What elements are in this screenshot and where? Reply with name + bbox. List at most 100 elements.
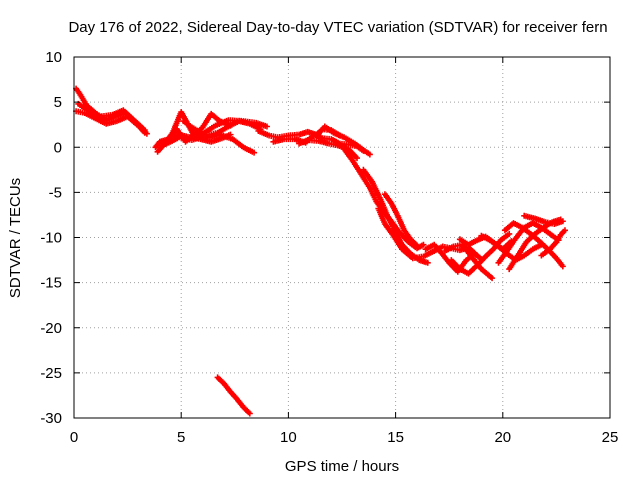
data-point-segment	[506, 254, 520, 273]
data-point-segment	[381, 191, 394, 205]
data-point-segment	[351, 140, 365, 152]
data-point	[251, 149, 258, 156]
data-point-segment	[229, 136, 245, 150]
data-point-segment	[441, 244, 455, 254]
data-point-segment	[131, 117, 147, 132]
data-point-segment	[399, 246, 415, 260]
data-point-segment	[484, 271, 494, 280]
data-point	[559, 218, 566, 225]
data-point	[246, 410, 253, 417]
data-point	[366, 151, 373, 158]
y-tick-label: 10	[45, 49, 62, 66]
data-point	[420, 241, 427, 248]
x-axis-label: GPS time / hours	[285, 458, 399, 475]
y-tick-label: -15	[40, 275, 62, 292]
x-tick-label: 15	[387, 429, 404, 446]
data-point-segment	[208, 110, 222, 123]
data-point-segment	[431, 241, 445, 256]
data-point-segment	[390, 232, 404, 251]
data-point-segment	[510, 220, 524, 230]
data-point-segment	[474, 255, 488, 269]
data-point-segment	[92, 115, 108, 126]
x-tick-label: 10	[280, 429, 297, 446]
data-point-segment	[538, 247, 552, 259]
x-tick-label: 20	[494, 429, 511, 446]
data-point-segment	[495, 249, 509, 266]
x-tick-label: 5	[177, 429, 185, 446]
data-point-segment	[448, 257, 462, 271]
data-point-segment	[514, 240, 529, 259]
data-point-segment	[221, 380, 233, 394]
data-point-segment	[497, 232, 511, 244]
data-point-segment	[557, 228, 567, 238]
data-point-segment	[521, 247, 535, 259]
data-point-segment	[384, 211, 396, 230]
data-point-segment	[152, 140, 162, 151]
data-point	[506, 230, 513, 237]
data-point-segment	[523, 232, 537, 245]
data-point-segment	[366, 184, 379, 203]
y-tick-label: -20	[40, 320, 62, 337]
data-point-segment	[83, 106, 101, 119]
data-point	[489, 275, 496, 282]
data-point	[141, 127, 148, 134]
data-point-segment	[465, 263, 479, 277]
data-point-segment	[553, 233, 563, 245]
data-point-segment	[81, 110, 97, 121]
data-point-segment	[341, 146, 355, 163]
data-point-segment	[349, 157, 364, 176]
y-tick-label: 5	[54, 94, 62, 111]
data-point-segment	[240, 144, 256, 155]
data-point	[424, 259, 431, 266]
data-point-segment	[341, 134, 357, 146]
data-point-segment	[532, 225, 545, 237]
data-point-segment	[75, 100, 89, 112]
data-point-segment	[396, 230, 410, 244]
data-point-segment	[501, 221, 516, 234]
data-point	[559, 263, 566, 270]
data-point-segment	[529, 242, 543, 253]
data-point-segment	[553, 255, 565, 268]
data-point-segment	[381, 221, 396, 237]
data-point-segment	[180, 118, 194, 130]
data-point-segment	[465, 238, 479, 248]
data-point-segment	[486, 237, 500, 249]
data-point	[354, 155, 361, 162]
data-point-segment	[120, 107, 136, 122]
y-axis-label: SDTVAR / TECUs	[7, 178, 24, 298]
data-point-segment	[471, 250, 483, 261]
data-point-segment	[199, 123, 217, 137]
data-point-segment	[313, 125, 327, 140]
data-point-segment	[360, 166, 374, 183]
x-tick-label: 0	[70, 429, 78, 446]
y-tick-label: -25	[40, 365, 62, 382]
data-point	[263, 123, 270, 130]
data-point-segment	[240, 404, 252, 416]
data-point-segment	[233, 396, 246, 409]
data-point-segment	[358, 171, 372, 190]
data-point-segment	[77, 91, 89, 107]
data-marks	[73, 85, 568, 417]
data-point-segment	[321, 123, 335, 135]
axis-ticks: 0 5 10 15 20 25 -30 -25 -20 -15 -10 -5 0 5 10	[40, 49, 618, 446]
data-point-segment	[439, 251, 451, 265]
y-tick-label: -10	[40, 230, 62, 247]
data-point-segment	[214, 374, 226, 386]
data-point-segment	[459, 241, 475, 260]
data-point-segment	[388, 200, 400, 217]
data-point-segment	[369, 178, 383, 201]
data-point-segment	[482, 246, 496, 260]
data-point-segment	[456, 236, 470, 247]
data-point-segment	[360, 147, 372, 157]
data-point-segment	[420, 248, 436, 260]
data-point-segment	[478, 266, 490, 277]
y-tick-label: -5	[49, 184, 62, 201]
data-point-segment	[399, 241, 413, 256]
chart-title: Day 176 of 2022, Sidereal Day-to-day VTE…	[68, 19, 607, 36]
data-point-segment	[182, 131, 198, 145]
data-point-segment	[390, 225, 405, 246]
data-point	[414, 242, 421, 249]
data-point-segment	[478, 232, 492, 243]
y-tick-label: 0	[54, 139, 62, 156]
